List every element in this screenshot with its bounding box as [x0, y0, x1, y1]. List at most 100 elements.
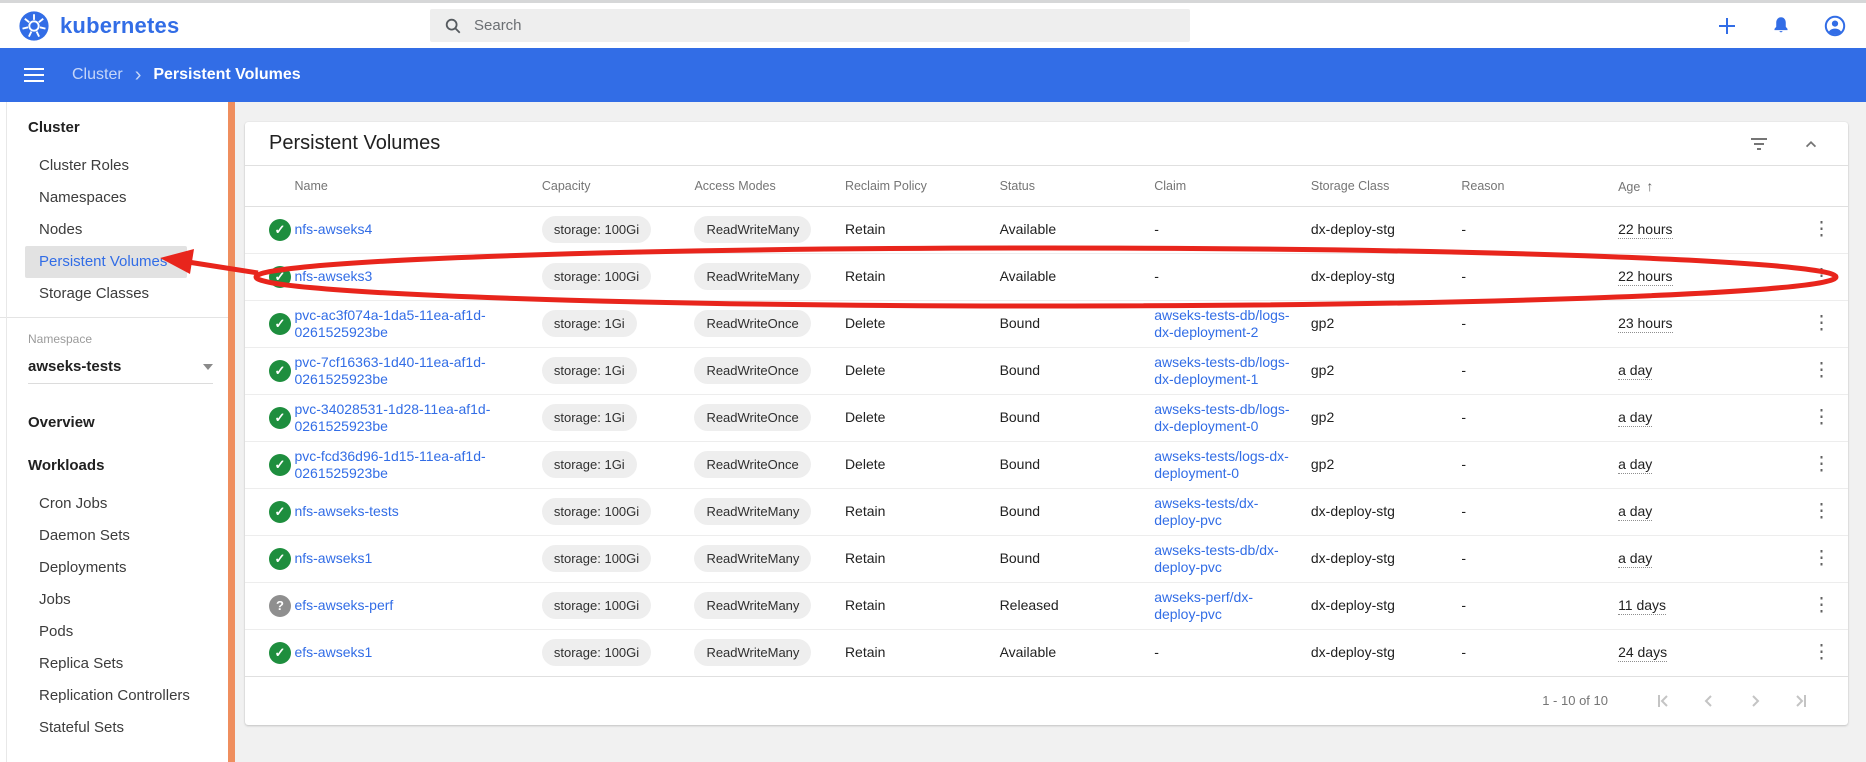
column-age[interactable]: Age ↑: [1618, 166, 1782, 207]
sidebar-section-workloads[interactable]: Workloads: [28, 457, 105, 474]
sidebar-item[interactable]: Daemon Sets: [39, 527, 130, 544]
sidebar-item[interactable]: Jobs: [39, 591, 71, 608]
row-actions-menu-button[interactable]: ⋮: [1781, 206, 1848, 254]
table-row: pvc-34028531-1d28-11ea-af1d-0261525923be…: [245, 394, 1848, 442]
column-name[interactable]: Name: [294, 166, 542, 207]
claim-link[interactable]: -: [1154, 268, 1159, 284]
pv-name-link[interactable]: efs-awseks1: [294, 644, 373, 660]
pv-name-link[interactable]: nfs-awseks4: [294, 221, 373, 237]
row-actions-menu-button[interactable]: ⋮: [1781, 394, 1848, 442]
age-value: 11 days: [1618, 597, 1667, 615]
notifications-button[interactable]: [1768, 13, 1794, 39]
row-actions-menu-button[interactable]: ⋮: [1781, 253, 1848, 301]
brand[interactable]: kubernetes: [18, 10, 179, 42]
account-circle-icon: [1824, 15, 1846, 36]
pv-name-link[interactable]: pvc-34028531-1d28-11ea-af1d-0261525923be: [294, 400, 491, 434]
row-actions-menu-button[interactable]: ⋮: [1781, 629, 1848, 677]
column-reclaim-policy[interactable]: Reclaim Policy: [844, 166, 1000, 207]
table-row: pvc-ac3f074a-1da5-11ea-af1d-0261525923be…: [245, 300, 1848, 348]
capacity-chip: storage: 100Gi: [541, 639, 652, 666]
row-actions-menu-button[interactable]: ⋮: [1781, 535, 1848, 583]
capacity-chip: storage: 1Gi: [541, 357, 637, 384]
pagination-bar: 1 - 10 of 10: [245, 677, 1848, 725]
collapse-card-button[interactable]: [1798, 131, 1824, 157]
column-access-modes[interactable]: Access Modes: [694, 166, 845, 207]
pv-name-link[interactable]: nfs-awseks-tests: [294, 503, 399, 519]
column-status[interactable]: Status: [999, 166, 1155, 207]
sidebar-item[interactable]: Persistent Volumes: [25, 246, 187, 278]
sidebar-item[interactable]: Cluster Roles: [39, 157, 130, 174]
pagination-range-label: 1 - 10 of 10: [1542, 693, 1608, 708]
create-new-resource-button[interactable]: [1714, 13, 1740, 39]
capacity-chip: storage: 1Gi: [541, 310, 637, 337]
status-icon: [269, 500, 291, 523]
reclaim-policy-value: Delete: [844, 362, 886, 378]
age-value: a day: [1618, 550, 1653, 568]
table-row: efs-awseks1 storage: 100Gi ReadWriteMany…: [245, 629, 1848, 677]
search-bar[interactable]: [430, 9, 1190, 42]
row-actions-menu-button[interactable]: ⋮: [1781, 441, 1848, 489]
claim-link[interactable]: awseks-perf/dx-deploy-pvc: [1154, 588, 1253, 622]
menu-toggle-button[interactable]: [22, 63, 46, 87]
reclaim-policy-value: Retain: [844, 644, 886, 660]
sidebar-item[interactable]: Cron Jobs: [39, 495, 108, 512]
table-row: nfs-awseks-tests storage: 100Gi ReadWrit…: [245, 488, 1848, 536]
search-input[interactable]: [474, 17, 1190, 34]
storage-class-value: gp2: [1310, 315, 1335, 331]
column-storage-class[interactable]: Storage Class: [1310, 166, 1462, 207]
capacity-chip: storage: 100Gi: [541, 545, 652, 572]
sidebar-item[interactable]: Replication Controllers: [39, 687, 190, 704]
sidebar-scrollbar[interactable]: [228, 102, 235, 762]
claim-link[interactable]: awseks-tests-db/dx-deploy-pvc: [1154, 541, 1279, 575]
claim-link[interactable]: awseks-tests/dx-deploy-pvc: [1154, 494, 1259, 528]
reason-value: -: [1461, 315, 1467, 331]
sidebar-item-overview[interactable]: Overview: [28, 414, 95, 431]
reclaim-policy-value: Retain: [844, 597, 886, 613]
sidebar-item[interactable]: Replica Sets: [39, 655, 124, 672]
claim-link[interactable]: -: [1154, 221, 1159, 237]
claim-link[interactable]: awseks-tests-db/logs-dx-deployment-2: [1154, 306, 1290, 340]
claim-link[interactable]: awseks-tests/logs-dx-deployment-0: [1154, 447, 1289, 481]
access-mode-chip: ReadWriteMany: [694, 216, 812, 243]
sidebar-item[interactable]: Storage Classes: [39, 285, 150, 302]
first-page-button[interactable]: [1652, 690, 1674, 712]
row-actions-menu-button[interactable]: ⋮: [1781, 347, 1848, 395]
status-value: Bound: [999, 456, 1041, 472]
user-account-button[interactable]: [1822, 13, 1848, 39]
status-icon: [269, 453, 291, 476]
pv-name-link[interactable]: pvc-fcd36d96-1d15-11ea-af1d-0261525923be: [294, 447, 486, 481]
column-claim[interactable]: Claim: [1154, 166, 1311, 207]
sidebar-item[interactable]: Stateful Sets: [39, 719, 125, 736]
reclaim-policy-value: Delete: [844, 315, 886, 331]
hamburger-icon: [24, 68, 44, 82]
column-reason[interactable]: Reason: [1461, 166, 1619, 207]
sidebar-section-cluster[interactable]: Cluster: [28, 119, 80, 136]
claim-link[interactable]: -: [1154, 644, 1159, 660]
sidebar-item[interactable]: Nodes: [39, 221, 83, 238]
breadcrumb-cluster[interactable]: Cluster: [72, 66, 123, 83]
previous-page-button[interactable]: [1698, 690, 1720, 712]
storage-class-value: dx-deploy-stg: [1310, 503, 1395, 519]
reclaim-policy-value: Delete: [844, 456, 886, 472]
next-page-button[interactable]: [1744, 690, 1766, 712]
column-capacity[interactable]: Capacity: [541, 166, 695, 207]
sidebar-item[interactable]: Pods: [39, 623, 74, 640]
claim-link[interactable]: awseks-tests-db/logs-dx-deployment-1: [1154, 353, 1290, 387]
pv-name-link[interactable]: nfs-awseks1: [294, 550, 373, 566]
sidebar-item[interactable]: Deployments: [39, 559, 127, 576]
reason-value: -: [1461, 268, 1467, 284]
pv-name-link[interactable]: efs-awseks-perf: [294, 597, 394, 613]
pv-name-link[interactable]: pvc-7cf16363-1d40-11ea-af1d-0261525923be: [294, 353, 486, 387]
namespace-selector[interactable]: awseks-tests: [28, 358, 213, 384]
row-actions-menu-button[interactable]: ⋮: [1781, 488, 1848, 536]
pv-name-link[interactable]: nfs-awseks3: [294, 268, 373, 284]
capacity-chip: storage: 1Gi: [541, 451, 637, 478]
filter-button[interactable]: [1746, 131, 1772, 157]
row-actions-menu-button[interactable]: ⋮: [1781, 300, 1848, 348]
kubernetes-logo-icon: [19, 10, 49, 41]
row-actions-menu-button[interactable]: ⋮: [1781, 582, 1848, 630]
sidebar-item[interactable]: Namespaces: [39, 189, 127, 206]
claim-link[interactable]: awseks-tests-db/logs-dx-deployment-0: [1154, 400, 1290, 434]
pv-name-link[interactable]: pvc-ac3f074a-1da5-11ea-af1d-0261525923be: [294, 306, 486, 340]
last-page-button[interactable]: [1790, 690, 1812, 712]
